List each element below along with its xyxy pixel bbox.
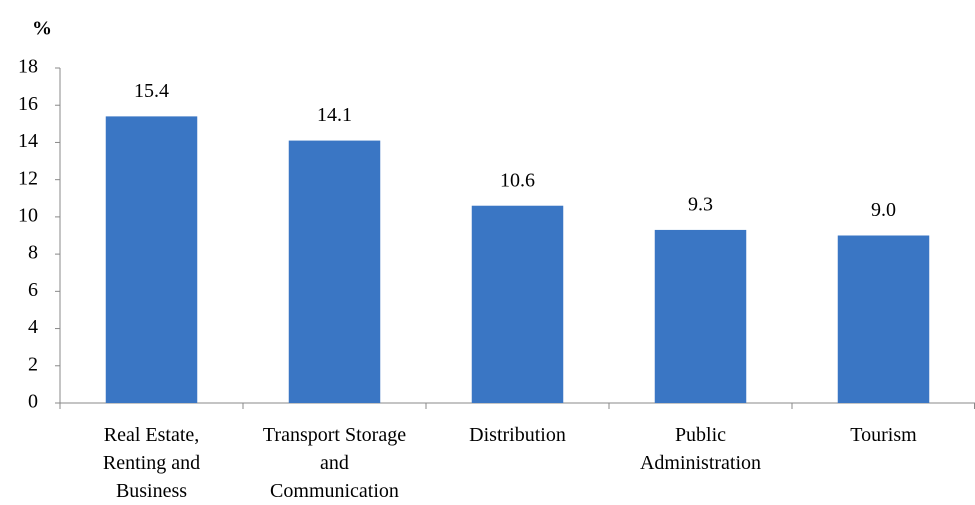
bar (288, 140, 381, 404)
x-tick-label: Public Administration (639, 424, 762, 474)
y-tick-label: 6 (28, 279, 38, 301)
bar (654, 229, 747, 403)
x-tick-label: Distribution (469, 424, 566, 446)
bar (837, 235, 930, 403)
y-axis-label: % (32, 18, 52, 40)
y-tick-label: 8 (28, 242, 38, 264)
value-label: 14.1 (317, 104, 352, 126)
y-tick-label: 14 (18, 130, 38, 152)
value-label: 9.0 (871, 199, 896, 221)
x-tick-label: Real Estate, Renting and Business (102, 424, 201, 502)
y-tick-label: 16 (18, 93, 38, 115)
x-tick-label: Tourism (850, 424, 917, 446)
value-label: 9.3 (688, 194, 713, 216)
value-label: 15.4 (134, 80, 169, 102)
y-tick-label: 18 (18, 56, 38, 78)
bar (105, 116, 198, 403)
y-tick-label: 12 (18, 167, 38, 189)
y-tick-label: 2 (28, 353, 38, 375)
x-tick-label: Transport Storage and Communication (262, 424, 407, 502)
y-tick-label: 4 (28, 316, 38, 338)
y-tick-label: 10 (18, 204, 38, 226)
bar (471, 205, 564, 403)
value-label: 10.6 (500, 169, 535, 191)
y-tick-label: 0 (28, 391, 38, 413)
